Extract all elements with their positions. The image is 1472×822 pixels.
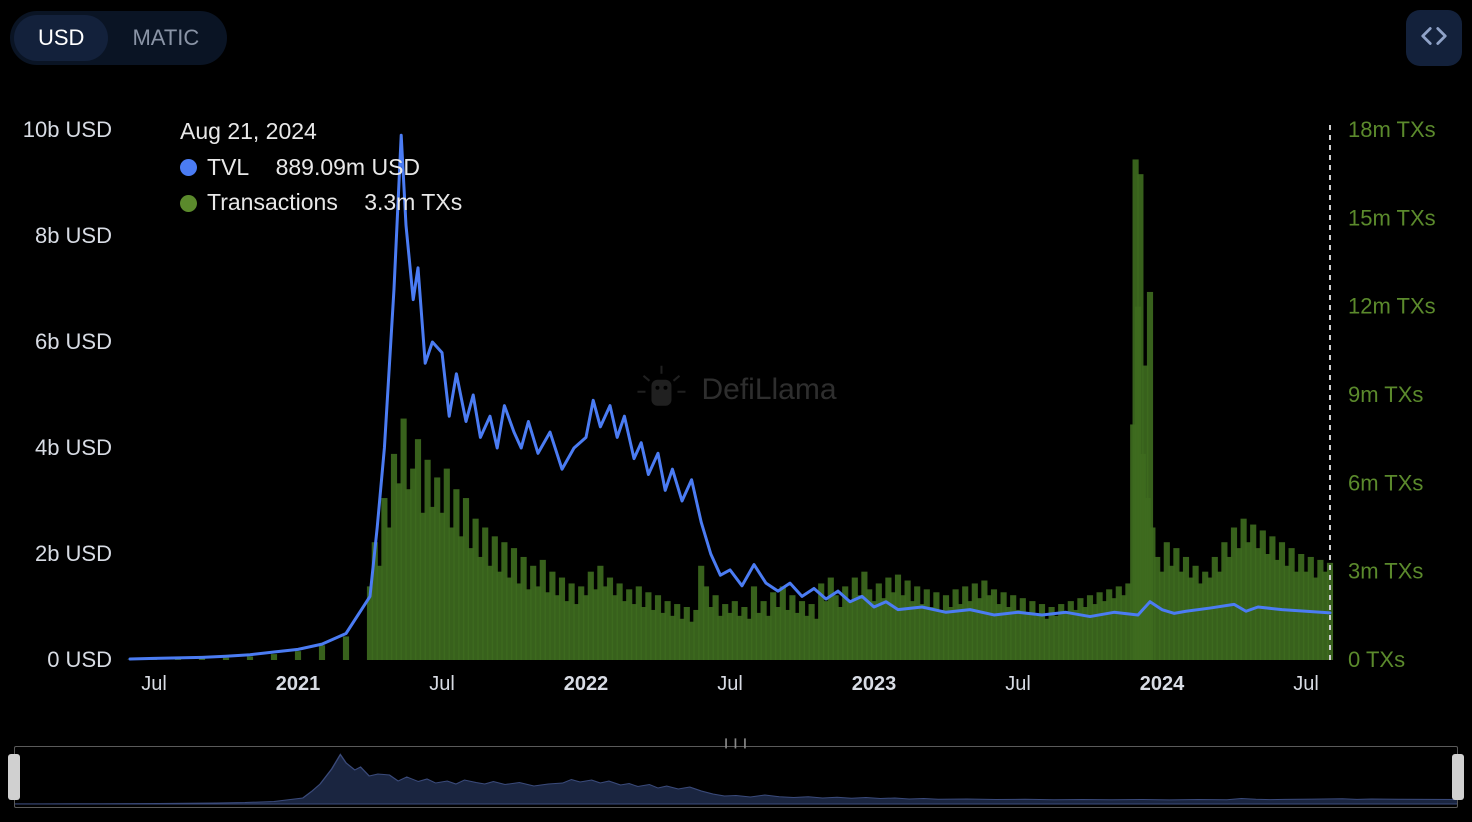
svg-text:Jul: Jul [1293, 673, 1319, 695]
svg-text:12m TXs: 12m TXs [1348, 294, 1436, 319]
svg-text:9m TXs: 9m TXs [1348, 382, 1423, 407]
svg-text:0 USD: 0 USD [47, 647, 112, 672]
svg-text:10b USD: 10b USD [23, 117, 112, 142]
svg-text:Jul: Jul [141, 673, 167, 695]
brush-handle-left[interactable] [8, 754, 20, 800]
svg-text:6b USD: 6b USD [35, 329, 112, 354]
svg-text:6m TXs: 6m TXs [1348, 470, 1423, 495]
currency-tabs: USD MATIC [10, 11, 227, 65]
svg-text:8b USD: 8b USD [35, 223, 112, 248]
svg-text:2b USD: 2b USD [35, 541, 112, 566]
code-icon [1419, 21, 1449, 56]
chart-topbar: USD MATIC [10, 10, 1462, 66]
tab-usd[interactable]: USD [14, 15, 108, 61]
time-brush[interactable]: ❙❙❙ [14, 746, 1458, 808]
svg-text:2022: 2022 [564, 673, 609, 695]
svg-text:Jul: Jul [429, 673, 455, 695]
svg-text:2021: 2021 [276, 673, 321, 695]
svg-text:18m TXs: 18m TXs [1348, 117, 1436, 142]
svg-text:4b USD: 4b USD [35, 435, 112, 460]
embed-button[interactable] [1406, 10, 1462, 66]
brush-frame: ❙❙❙ [14, 746, 1458, 808]
tab-matic[interactable]: MATIC [108, 15, 223, 61]
svg-text:0 TXs: 0 TXs [1348, 647, 1405, 672]
svg-text:2024: 2024 [1140, 673, 1185, 695]
svg-text:Jul: Jul [717, 673, 743, 695]
brush-handle-right[interactable] [1452, 754, 1464, 800]
svg-text:Jul: Jul [1005, 673, 1031, 695]
svg-text:2023: 2023 [852, 673, 897, 695]
svg-text:15m TXs: 15m TXs [1348, 205, 1436, 230]
svg-text:3m TXs: 3m TXs [1348, 559, 1423, 584]
chart-svg: 0 USD 2b USD 4b USD 6b USD 8b USD 10b USD 0 TX… [0, 90, 1472, 700]
main-chart[interactable]: DefiLlama Aug 21, 2024 TVL 889.09m USD T… [0, 90, 1472, 700]
brush-grip-icon: ❙❙❙ [722, 738, 750, 749]
